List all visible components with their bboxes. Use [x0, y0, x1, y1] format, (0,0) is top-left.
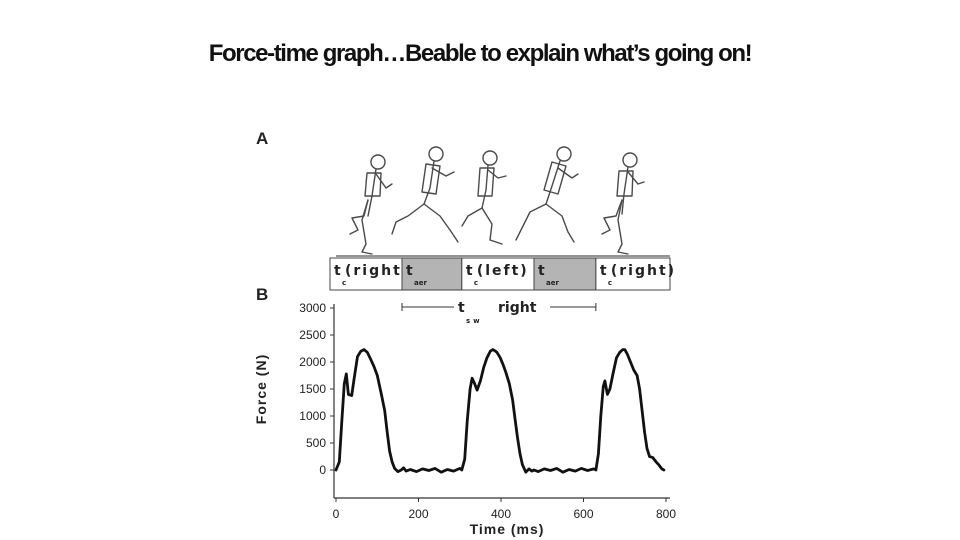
- chart-axes: [333, 304, 670, 499]
- y-tick-label: 0: [319, 463, 326, 477]
- phase-subscript: aer: [546, 279, 559, 287]
- phase-symbol: t: [406, 263, 413, 279]
- phase-subscript: c: [474, 279, 478, 287]
- runner-4-image: [515, 146, 579, 243]
- swing-time-marker: tsw right: [401, 300, 597, 325]
- y-tick-label: 500: [306, 436, 326, 450]
- phase-segment: [595, 257, 671, 291]
- x-tick-label: 0: [333, 507, 340, 521]
- running-figure: A B: [240, 118, 690, 540]
- slide-title: Force-time graph…Beable to explain what’…: [208, 40, 753, 67]
- phase-subscript: c: [608, 279, 612, 287]
- x-tick-label: 400: [491, 507, 511, 521]
- swing-symbol: t: [458, 300, 465, 316]
- x-tick-label: 200: [408, 507, 428, 521]
- swing-label: right: [498, 300, 537, 316]
- phase-symbol: t: [334, 263, 341, 279]
- y-tick-label: 1500: [299, 382, 326, 396]
- phase-segment: [461, 257, 535, 291]
- y-tick-label: 2000: [299, 355, 326, 369]
- x-tick-label: 800: [656, 507, 676, 521]
- phase-subscript: c: [342, 279, 346, 287]
- panel-a-label: A: [256, 129, 268, 148]
- phase-subscript: aer: [414, 279, 427, 287]
- runner-2-image: [391, 146, 459, 243]
- y-ticks: 0 500 1000 1500 2000 2500 3000: [299, 301, 334, 477]
- phase-symbol: t: [538, 263, 545, 279]
- phase-suffix: (left): [477, 263, 529, 279]
- phase-suffix: (right): [345, 263, 410, 279]
- figure-canvas: A B: [253, 129, 676, 537]
- runner-1-image: [349, 154, 393, 255]
- force-time-chart: 0 500 1000 1500 2000 2500 3000 0 200 400 600 800 F…: [253, 301, 676, 537]
- series-group: [334, 348, 666, 474]
- y-tick-label: 2500: [299, 328, 326, 342]
- runner-3-image: [461, 150, 507, 245]
- phase-segment: [401, 257, 463, 291]
- y-axis-title: Force (N): [253, 354, 269, 424]
- force-series-line: [334, 348, 666, 474]
- y-tick-label: 3000: [299, 301, 326, 315]
- runner-5-image: [601, 152, 645, 255]
- x-ticks: 0 200 400 600 800: [333, 498, 676, 521]
- panel-b-label: B: [256, 285, 268, 304]
- phase-symbol: t: [466, 263, 473, 279]
- x-axis-title: Time (ms): [470, 521, 545, 537]
- phase-suffix: (right): [611, 263, 676, 279]
- y-tick-label: 1000: [299, 409, 326, 423]
- x-tick-label: 600: [573, 507, 593, 521]
- swing-subscript: sw: [466, 317, 483, 325]
- phase-symbol: t: [600, 263, 607, 279]
- runner-illustrations: [349, 146, 645, 255]
